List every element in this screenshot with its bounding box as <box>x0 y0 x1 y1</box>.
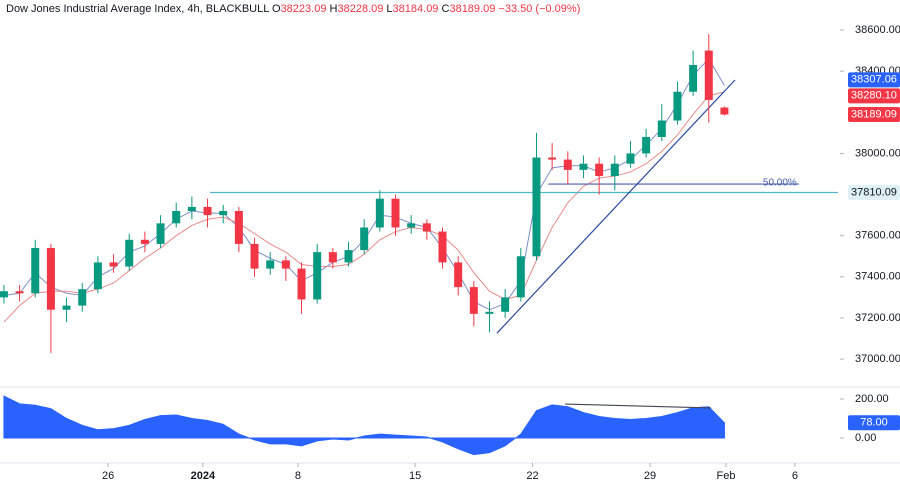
y-tick-label: 0.00 <box>855 432 876 444</box>
candle-body <box>438 231 447 263</box>
candle-body <box>689 64 698 92</box>
annotation-label: 50.00% <box>763 178 797 189</box>
ohlc-key: C <box>442 3 450 15</box>
candle-body <box>62 305 71 310</box>
oscillator-label: 78.00 <box>860 417 888 429</box>
candle-body <box>626 153 635 164</box>
moving-average <box>3 91 725 323</box>
candle-body <box>344 250 353 263</box>
candle-body <box>548 157 557 160</box>
candle-body <box>516 256 525 298</box>
candle-body <box>720 107 729 115</box>
ohlc-value: 38184.09 <box>393 3 439 15</box>
x-tick-label: 29 <box>644 470 656 482</box>
y-tick-label: 37200.00 <box>855 312 900 324</box>
y-tick-label: 200.00 <box>855 393 889 405</box>
x-tick-label: 26 <box>102 470 114 482</box>
y-tick-label: 37000.00 <box>855 353 900 365</box>
candle-body <box>657 120 666 137</box>
candle-body <box>595 163 604 177</box>
annotation-line <box>496 79 736 334</box>
candle-body <box>109 262 118 267</box>
annotation-line <box>565 403 712 409</box>
candle-body <box>407 223 416 228</box>
candle-body <box>375 198 384 228</box>
candle-body <box>610 163 619 177</box>
candle-body <box>469 287 478 314</box>
y-tick-label: 37400.00 <box>855 271 900 283</box>
candle-body <box>360 227 369 251</box>
y-tick-label: 38600.00 <box>855 24 900 36</box>
oscillator-label-box <box>848 415 900 431</box>
x-tick-label: 22 <box>526 470 538 482</box>
candle-body <box>31 248 40 294</box>
candle-body <box>203 206 212 216</box>
x-tick-label: Feb <box>717 470 736 482</box>
candle-body <box>78 289 87 306</box>
change: −33.50 (−0.09%) <box>498 3 580 15</box>
candle-body <box>297 268 306 300</box>
ohlc-value: 38189.09 <box>449 3 495 15</box>
candle-body <box>234 211 243 244</box>
price-label-box <box>848 184 900 200</box>
candle-body <box>391 198 400 228</box>
ohlc-key: O <box>272 3 281 15</box>
price-label-box <box>848 88 900 104</box>
candle-body <box>125 239 134 267</box>
candle-body <box>501 297 510 312</box>
x-tick-label: 6 <box>792 470 798 482</box>
chart-header: Dow Jones Industrial Average Index, 4h, … <box>6 3 580 15</box>
candle-body <box>250 243 259 269</box>
candle-body <box>673 91 682 121</box>
price-label: 38307.06 <box>851 74 897 86</box>
candle-body <box>422 223 431 232</box>
y-tick-label: 38000.00 <box>855 147 900 159</box>
candle-body <box>140 239 149 244</box>
x-tick-label: 8 <box>295 470 301 482</box>
candle-body <box>15 291 24 294</box>
candle-body <box>156 223 165 244</box>
price-label: 38189.09 <box>851 108 897 120</box>
ohlc-key: L <box>386 3 392 15</box>
price-label: 38280.10 <box>851 90 897 102</box>
candle-body <box>46 248 55 310</box>
candle-body <box>579 163 588 170</box>
oscillator-area <box>3 395 725 456</box>
candle-body <box>313 252 322 300</box>
candle-body <box>172 211 181 224</box>
candle-body <box>266 260 275 269</box>
x-tick-label: 15 <box>409 470 421 482</box>
candle-body <box>454 262 463 288</box>
ohlc-value: 38223.09 <box>281 3 327 15</box>
y-tick-label: 37600.00 <box>855 230 900 242</box>
ohlc-value: 38228.09 <box>337 3 383 15</box>
price-label-box <box>848 107 900 123</box>
x-tick-label: 2024 <box>191 470 216 482</box>
candle-body <box>704 50 713 100</box>
candle-body <box>485 311 494 314</box>
ohlc-key: H <box>330 3 338 15</box>
price-label-box <box>848 72 900 88</box>
candle-body <box>93 262 102 290</box>
candle-body <box>281 260 290 269</box>
candle-body <box>532 157 541 257</box>
candle-body <box>328 252 337 263</box>
symbol: Dow Jones Industrial Average Index, 4h, … <box>6 3 269 15</box>
candle-body <box>0 291 8 298</box>
candle-body <box>642 136 651 154</box>
candle-body <box>187 206 196 212</box>
candle-body <box>563 159 572 170</box>
price-label: 37810.09 <box>851 186 897 198</box>
candle-body <box>219 211 228 216</box>
